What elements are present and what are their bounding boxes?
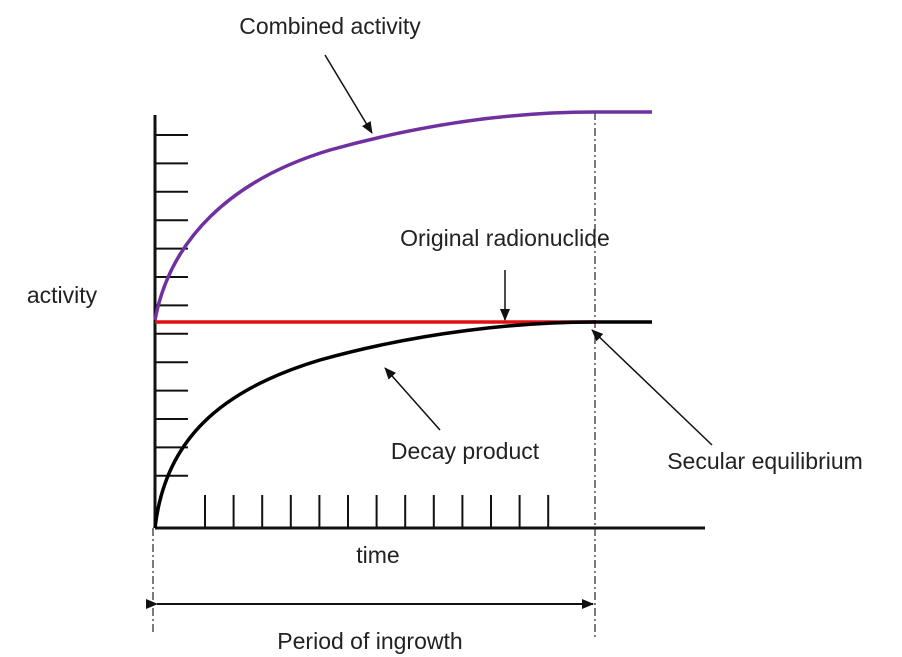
decay-curve bbox=[153, 320, 652, 529]
arrow bbox=[591, 329, 713, 446]
y-ticks bbox=[155, 134, 188, 477]
arrow bbox=[384, 367, 441, 431]
label: Secular equilibrium bbox=[667, 448, 863, 474]
label: Combined activity bbox=[239, 13, 421, 39]
label: Original radionuclide bbox=[400, 225, 610, 251]
x-ticks bbox=[204, 495, 550, 528]
arrow bbox=[324, 54, 373, 134]
combined-curve bbox=[153, 110, 652, 321]
label: Period of ingrowth bbox=[277, 628, 462, 654]
axis-label: activity bbox=[27, 282, 98, 308]
label: Decay product bbox=[391, 438, 540, 464]
axis-label: time bbox=[356, 542, 399, 568]
